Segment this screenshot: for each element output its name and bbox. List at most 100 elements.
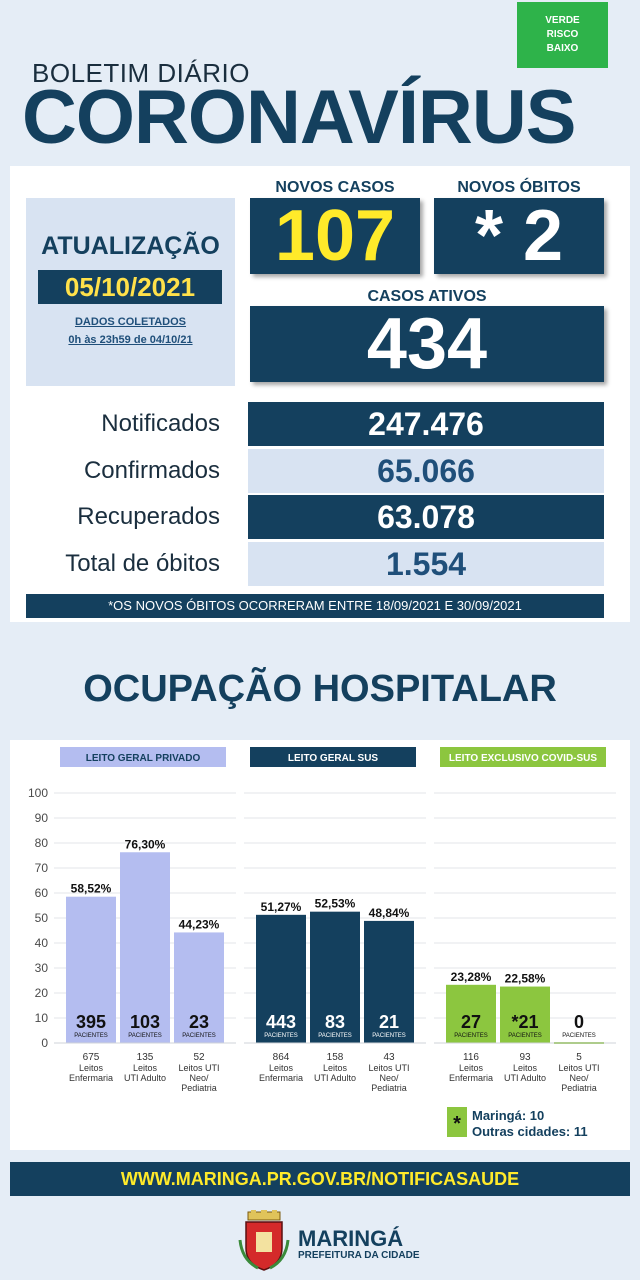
bar-beds-desc: Leitos UTI bbox=[558, 1063, 599, 1073]
update-date: 05/10/2021 bbox=[38, 270, 222, 304]
legend-line-2: Outras cidades: 11 bbox=[472, 1124, 588, 1139]
group-header-label: LEITO GERAL SUS bbox=[288, 753, 379, 764]
bar-beds-desc: Pediatria bbox=[181, 1083, 217, 1093]
stat-value-recovered: 63.078 bbox=[248, 495, 604, 539]
bar-beds-desc: Enfermaria bbox=[259, 1073, 303, 1083]
bar-patients-count: 27 bbox=[461, 1012, 481, 1032]
bar-percent-label: 48,84% bbox=[369, 906, 410, 920]
group-header-bg bbox=[250, 747, 416, 767]
section-title: OCUPAÇÃO HOSPITALAR bbox=[83, 668, 557, 710]
bar-beds-desc: Enfermaria bbox=[449, 1073, 493, 1083]
bar bbox=[174, 932, 224, 1043]
bar-patients-count: 23 bbox=[189, 1012, 209, 1032]
bar-patients-label: PACIENTES bbox=[182, 1033, 216, 1039]
bar-patients-label: PACIENTES bbox=[264, 1033, 298, 1039]
bar bbox=[310, 911, 360, 1043]
bar-patients-count: 83 bbox=[325, 1012, 345, 1032]
bar-percent-label: 76,30% bbox=[125, 837, 166, 851]
stat-label-deaths: Total de óbitos bbox=[65, 550, 220, 577]
bar-patients-label: PACIENTES bbox=[562, 1033, 596, 1039]
bar bbox=[256, 914, 306, 1043]
bar-patients-label: PACIENTES bbox=[454, 1033, 488, 1039]
stat-value-confirmed: 65.066 bbox=[248, 449, 604, 493]
bar-percent-label: 51,27% bbox=[261, 900, 302, 914]
y-tick-label: 10 bbox=[35, 1011, 49, 1025]
y-tick-label: 70 bbox=[35, 861, 49, 875]
bar-beds-count: 5 bbox=[576, 1052, 582, 1063]
bar-patients-count: *21 bbox=[511, 1012, 538, 1032]
bar-beds-count: 93 bbox=[519, 1052, 531, 1063]
y-tick-label: 60 bbox=[35, 886, 49, 900]
bar-beds-count: 52 bbox=[193, 1052, 205, 1063]
risk-badge: VERDE RISCO BAIXO bbox=[517, 2, 608, 68]
page-subtitle: BOLETIM DIÁRIO bbox=[32, 58, 250, 88]
bar-beds-desc: Leitos bbox=[323, 1063, 348, 1073]
bar-beds-count: 135 bbox=[137, 1052, 154, 1063]
bar-patients-label: PACIENTES bbox=[372, 1033, 406, 1039]
active-cases-value: 434 bbox=[250, 306, 604, 382]
collected-line-1: DADOS COLETADOS bbox=[74, 316, 187, 328]
y-tick-label: 90 bbox=[35, 811, 49, 825]
risk-badge-line-3: BAIXO bbox=[546, 43, 579, 54]
risk-badge-line-2: RISCO bbox=[546, 29, 579, 40]
bar-patients-label: PACIENTES bbox=[318, 1033, 352, 1039]
bar-beds-desc: UTI Adulto bbox=[124, 1073, 166, 1083]
y-tick-label: 30 bbox=[35, 961, 49, 975]
new-cases-value: 107 bbox=[250, 198, 420, 274]
risk-badge-line-1: VERDE bbox=[545, 15, 580, 26]
deaths-note: *OS NOVOS ÓBITOS OCORRERAM ENTRE 18/09/2… bbox=[26, 594, 604, 618]
legend-marker: * bbox=[453, 1113, 461, 1135]
bar-beds-desc: Leitos bbox=[133, 1063, 158, 1073]
stat-label-confirmed: Confirmados bbox=[83, 457, 220, 484]
bar-beds-count: 675 bbox=[83, 1052, 100, 1063]
bar-patients-label: PACIENTES bbox=[508, 1033, 542, 1039]
city-coat-of-arms-icon bbox=[238, 1210, 290, 1271]
bar-beds-desc: Leitos UTI bbox=[368, 1063, 409, 1073]
bar-beds-desc: Neo/ bbox=[379, 1073, 399, 1083]
bar-patients-count: 103 bbox=[130, 1012, 160, 1032]
bar-patients-count: 443 bbox=[266, 1012, 296, 1032]
y-tick-label: 80 bbox=[35, 836, 49, 850]
y-tick-label: 100 bbox=[28, 786, 48, 800]
bar-beds-desc: Enfermaria bbox=[69, 1073, 113, 1083]
bar-patients-label: PACIENTES bbox=[128, 1033, 162, 1039]
city-org: PREFEITURA DA CIDADE bbox=[298, 1250, 420, 1261]
y-tick-label: 0 bbox=[41, 1036, 48, 1050]
footer-url[interactable]: WWW.MARINGA.PR.GOV.BR/NOTIFICASAUDE bbox=[10, 1162, 630, 1196]
bar-beds-count: 158 bbox=[327, 1052, 344, 1063]
group-header-label: LEITO EXCLUSIVO COVID-SUS bbox=[449, 753, 597, 764]
bar-patients-label: PACIENTES bbox=[74, 1033, 108, 1039]
bar bbox=[120, 852, 170, 1043]
group-header-bg bbox=[440, 747, 606, 767]
bar-beds-desc: Pediatria bbox=[371, 1083, 407, 1093]
stat-value-deaths: 1.554 bbox=[248, 542, 604, 586]
bar-beds-desc: UTI Adulto bbox=[314, 1073, 356, 1083]
active-cases-label: CASOS ATIVOS bbox=[367, 288, 487, 305]
new-deaths-value: * 2 bbox=[434, 198, 604, 274]
group-header-bg bbox=[60, 747, 226, 767]
new-deaths-label: NOVOS ÓBITOS bbox=[457, 179, 581, 196]
y-tick-label: 50 bbox=[35, 911, 49, 925]
bar-percent-label: 22,58% bbox=[505, 972, 546, 986]
bar bbox=[446, 984, 496, 1043]
bar-beds-desc: Leitos UTI bbox=[178, 1063, 219, 1073]
bar bbox=[66, 896, 116, 1043]
stat-value-notified: 247.476 bbox=[248, 402, 604, 446]
legend-line-1: Maringá: 10 bbox=[472, 1108, 544, 1123]
page-title: CORONAVÍRUS bbox=[22, 75, 576, 160]
stat-label-notified: Notificados bbox=[101, 410, 220, 437]
bar-percent-label: 23,28% bbox=[451, 970, 492, 984]
bar-beds-desc: Leitos bbox=[459, 1063, 484, 1073]
collected-line-2: 0h às 23h59 de 04/10/21 bbox=[68, 334, 193, 346]
bar-beds-desc: Neo/ bbox=[189, 1073, 209, 1083]
bar-beds-count: 116 bbox=[463, 1052, 479, 1063]
bar-beds-desc: Leitos bbox=[79, 1063, 104, 1073]
bar-percent-label: 58,52% bbox=[71, 882, 112, 896]
y-tick-label: 20 bbox=[35, 986, 49, 1000]
bar bbox=[500, 986, 550, 1043]
bar-percent-label: 44,23% bbox=[179, 917, 220, 931]
bar-patients-count: 0 bbox=[574, 1012, 584, 1032]
bar-beds-count: 43 bbox=[383, 1052, 395, 1063]
new-cases-label: NOVOS CASOS bbox=[275, 179, 395, 196]
